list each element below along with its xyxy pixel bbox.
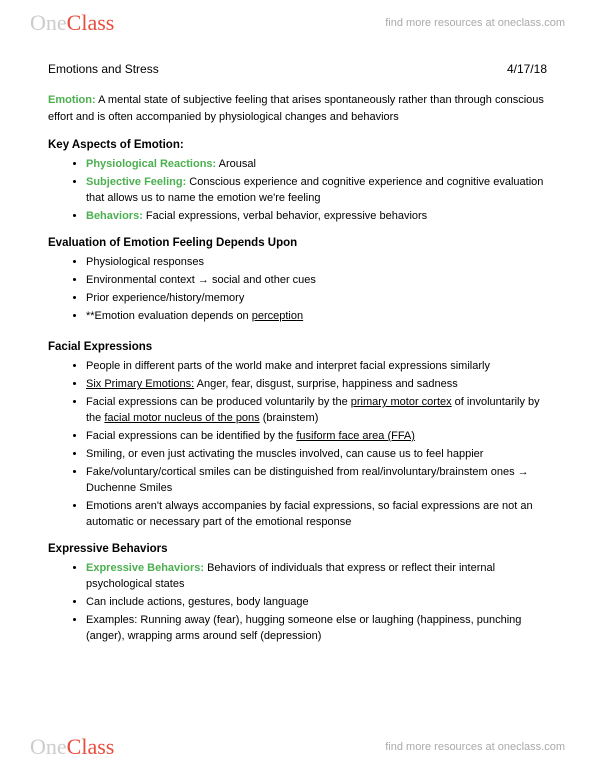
list-item: Emotions aren't always accompanies by fa… bbox=[86, 499, 547, 531]
emotion-term: Emotion: bbox=[48, 94, 96, 106]
list-item: People in different parts of the world m… bbox=[86, 359, 547, 375]
list-item: Facial expressions can be produced volun… bbox=[86, 395, 547, 427]
ev4-pre: **Emotion evaluation depends on bbox=[86, 310, 252, 322]
header-link-text: find more resources at oneclass.com bbox=[385, 17, 565, 29]
emotion-def-text: A mental state of subjective feeling tha… bbox=[48, 94, 544, 123]
behaviors-term: Behaviors: bbox=[86, 210, 143, 222]
brand-logo: OneClass bbox=[30, 10, 114, 36]
logo-one-text-footer: One bbox=[30, 734, 67, 760]
evaluation-list: Physiological responses Environmental co… bbox=[48, 255, 547, 325]
list-item: Six Primary Emotions: Anger, fear, disgu… bbox=[86, 377, 547, 393]
emotion-definition-para: Emotion: A mental state of subjective fe… bbox=[48, 92, 547, 125]
title-row: Emotions and Stress 4/17/18 bbox=[48, 60, 547, 78]
f3a: Facial expressions can be produced volun… bbox=[86, 396, 351, 408]
logo-class-text: Class bbox=[67, 10, 115, 36]
list-item: Fake/voluntary/cortical smiles can be di… bbox=[86, 465, 547, 497]
f3c: (brainstem) bbox=[260, 412, 319, 424]
facial-motor-nucleus-underline: facial motor nucleus of the pons bbox=[104, 412, 259, 424]
page-date: 4/17/18 bbox=[507, 60, 547, 78]
page-header: OneClass find more resources at oneclass… bbox=[0, 0, 595, 46]
list-item: Environmental context → social and other… bbox=[86, 273, 547, 289]
list-item: **Emotion evaluation depends on percepti… bbox=[86, 309, 547, 325]
facial-expressions-heading: Facial Expressions bbox=[48, 339, 547, 356]
key-aspects-list: Physiological Reactions: Arousal Subject… bbox=[48, 157, 547, 225]
f4a: Facial expressions can be identified by … bbox=[86, 430, 296, 442]
primary-motor-cortex-underline: primary motor cortex bbox=[351, 396, 452, 408]
perception-underline: perception bbox=[252, 310, 303, 322]
list-item: Expressive Behaviors: Behaviors of indiv… bbox=[86, 561, 547, 593]
page-title: Emotions and Stress bbox=[48, 60, 159, 78]
expressive-term: Expressive Behaviors: bbox=[86, 562, 204, 574]
six-primary-underline: Six Primary Emotions: bbox=[86, 378, 194, 390]
six-primary-text: Anger, fear, disgust, surprise, happines… bbox=[194, 378, 458, 390]
list-item: Subjective Feeling: Conscious experience… bbox=[86, 175, 547, 207]
list-item: Behaviors: Facial expressions, verbal be… bbox=[86, 209, 547, 225]
physio-text: Arousal bbox=[216, 158, 256, 170]
logo-one-text: One bbox=[30, 10, 67, 36]
key-aspects-heading: Key Aspects of Emotion: bbox=[48, 137, 547, 154]
list-item: Smiling, or even just activating the mus… bbox=[86, 447, 547, 463]
page-footer: OneClass find more resources at oneclass… bbox=[0, 724, 595, 770]
facial-expressions-list: People in different parts of the world m… bbox=[48, 359, 547, 530]
footer-link-text: find more resources at oneclass.com bbox=[385, 741, 565, 753]
list-item: Examples: Running away (fear), hugging s… bbox=[86, 613, 547, 645]
list-item: Facial expressions can be identified by … bbox=[86, 429, 547, 445]
ffa-underline: fusiform face area (FFA) bbox=[296, 430, 415, 442]
physio-term: Physiological Reactions: bbox=[86, 158, 216, 170]
behaviors-text: Facial expressions, verbal behavior, exp… bbox=[143, 210, 427, 222]
expressive-behaviors-heading: Expressive Behaviors bbox=[48, 541, 547, 558]
list-item: Physiological responses bbox=[86, 255, 547, 271]
list-item: Prior experience/history/memory bbox=[86, 291, 547, 307]
subjective-term: Subjective Feeling: bbox=[86, 176, 186, 188]
list-item: Can include actions, gestures, body lang… bbox=[86, 595, 547, 611]
logo-class-text-footer: Class bbox=[67, 734, 115, 760]
list-item: Physiological Reactions: Arousal bbox=[86, 157, 547, 173]
evaluation-heading: Evaluation of Emotion Feeling Depends Up… bbox=[48, 235, 547, 252]
document-body: Emotions and Stress 4/17/18 Emotion: A m… bbox=[0, 0, 595, 713]
expressive-behaviors-list: Expressive Behaviors: Behaviors of indiv… bbox=[48, 561, 547, 645]
brand-logo-footer: OneClass bbox=[30, 734, 114, 760]
